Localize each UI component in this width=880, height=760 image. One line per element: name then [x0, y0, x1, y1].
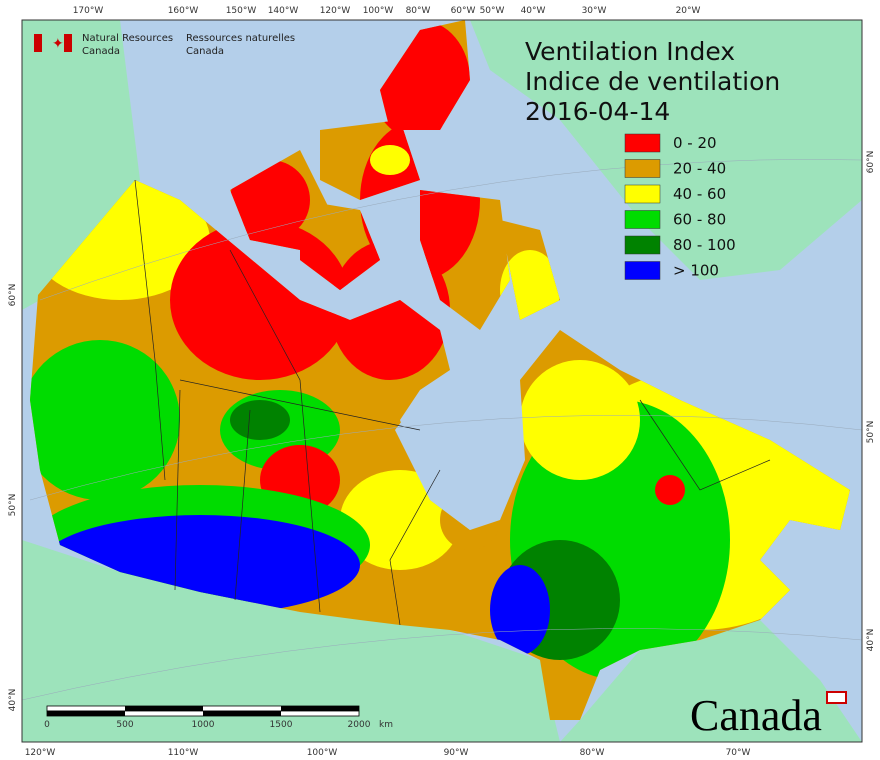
legend-label: > 100 — [673, 262, 719, 280]
flag-bar — [34, 34, 42, 52]
graticule-label: 60°W — [451, 6, 476, 16]
graticule-label: 50°W — [480, 6, 505, 16]
graticule-label: 50°N — [866, 421, 876, 444]
graticule-label: 80°W — [406, 6, 431, 16]
graticule — [22, 159, 862, 701]
wordmark-flag — [826, 691, 847, 704]
legend-label: 20 - 40 — [673, 160, 726, 178]
scale-label: 1500 — [270, 720, 293, 730]
scale-label: 1000 — [192, 720, 215, 730]
graticule-label: 140°W — [268, 6, 299, 16]
alaska — [22, 20, 140, 310]
agency-en: Canada — [82, 46, 120, 57]
graticule-label: 160°W — [168, 6, 199, 16]
graticule-label: 20°W — [676, 6, 701, 16]
graticule-label: 30°W — [582, 6, 607, 16]
wordmark: Canada — [690, 691, 822, 740]
graticule-label: 40°N — [866, 629, 876, 652]
agency-fr: Ressources naturelles — [186, 33, 295, 44]
legend-swatch — [624, 159, 661, 178]
graticule-label: 70°W — [726, 748, 751, 758]
flag-bar — [64, 34, 72, 52]
graticule-label: 120°W — [25, 748, 56, 758]
graticule-label: 60°N — [866, 151, 876, 174]
graticule-labels: 170°W 160°W 150°W 140°W 120°W 100°W 80°W 60°W 50… — [8, 6, 876, 758]
agency-en: Natural Resources — [82, 33, 173, 44]
legend-swatch — [624, 133, 661, 153]
agency-fr: Canada — [186, 46, 224, 57]
graticule-label: 80°W — [580, 748, 605, 758]
graticule-label: 60°N — [8, 284, 18, 307]
graticule-label: 40°N — [8, 689, 18, 712]
borders — [134, 179, 771, 626]
scale-label: 0 — [44, 720, 50, 730]
legend-label: 80 - 100 — [673, 236, 736, 254]
legend-swatch — [624, 235, 661, 255]
title: 2016-04-14 — [525, 97, 670, 126]
legend-swatch — [624, 210, 661, 229]
usa — [22, 540, 862, 742]
scale-label: 500 — [116, 720, 133, 730]
agency: ✦ Natural Resources Canada Ressources na… — [34, 33, 295, 57]
graticule-label: 150°W — [226, 6, 257, 16]
legend: 0 - 20 20 - 40 40 - 60 60 - 80 80 - 100 > 100 — [624, 133, 736, 280]
graticule-label: 170°W — [73, 6, 104, 16]
legend-label: 40 - 60 — [673, 185, 726, 203]
graticule-label: 100°W — [307, 748, 338, 758]
graticule-label: 40°W — [521, 6, 546, 16]
graticule-label: 50°N — [8, 494, 18, 517]
map-area — [22, 20, 862, 742]
legend-swatch — [624, 261, 661, 280]
frame — [21, 19, 863, 743]
flag-leaf: ✦ — [52, 36, 64, 52]
scale-bar: 0 500 1000 1500 2000 km — [44, 705, 393, 730]
title: Ventilation Index — [525, 37, 735, 66]
graticule-label: 110°W — [168, 748, 199, 758]
greenland — [470, 20, 862, 280]
graticule-label: 90°W — [444, 748, 469, 758]
legend-label: 60 - 80 — [673, 211, 726, 229]
title: Indice de ventilation — [525, 67, 780, 96]
scale-label: 2000 — [348, 720, 371, 730]
scale-unit: km — [379, 720, 393, 730]
legend-swatch — [624, 184, 661, 204]
graticule-label: 100°W — [363, 6, 394, 16]
graticule-label: 120°W — [320, 6, 351, 16]
legend-label: 0 - 20 — [673, 134, 717, 152]
